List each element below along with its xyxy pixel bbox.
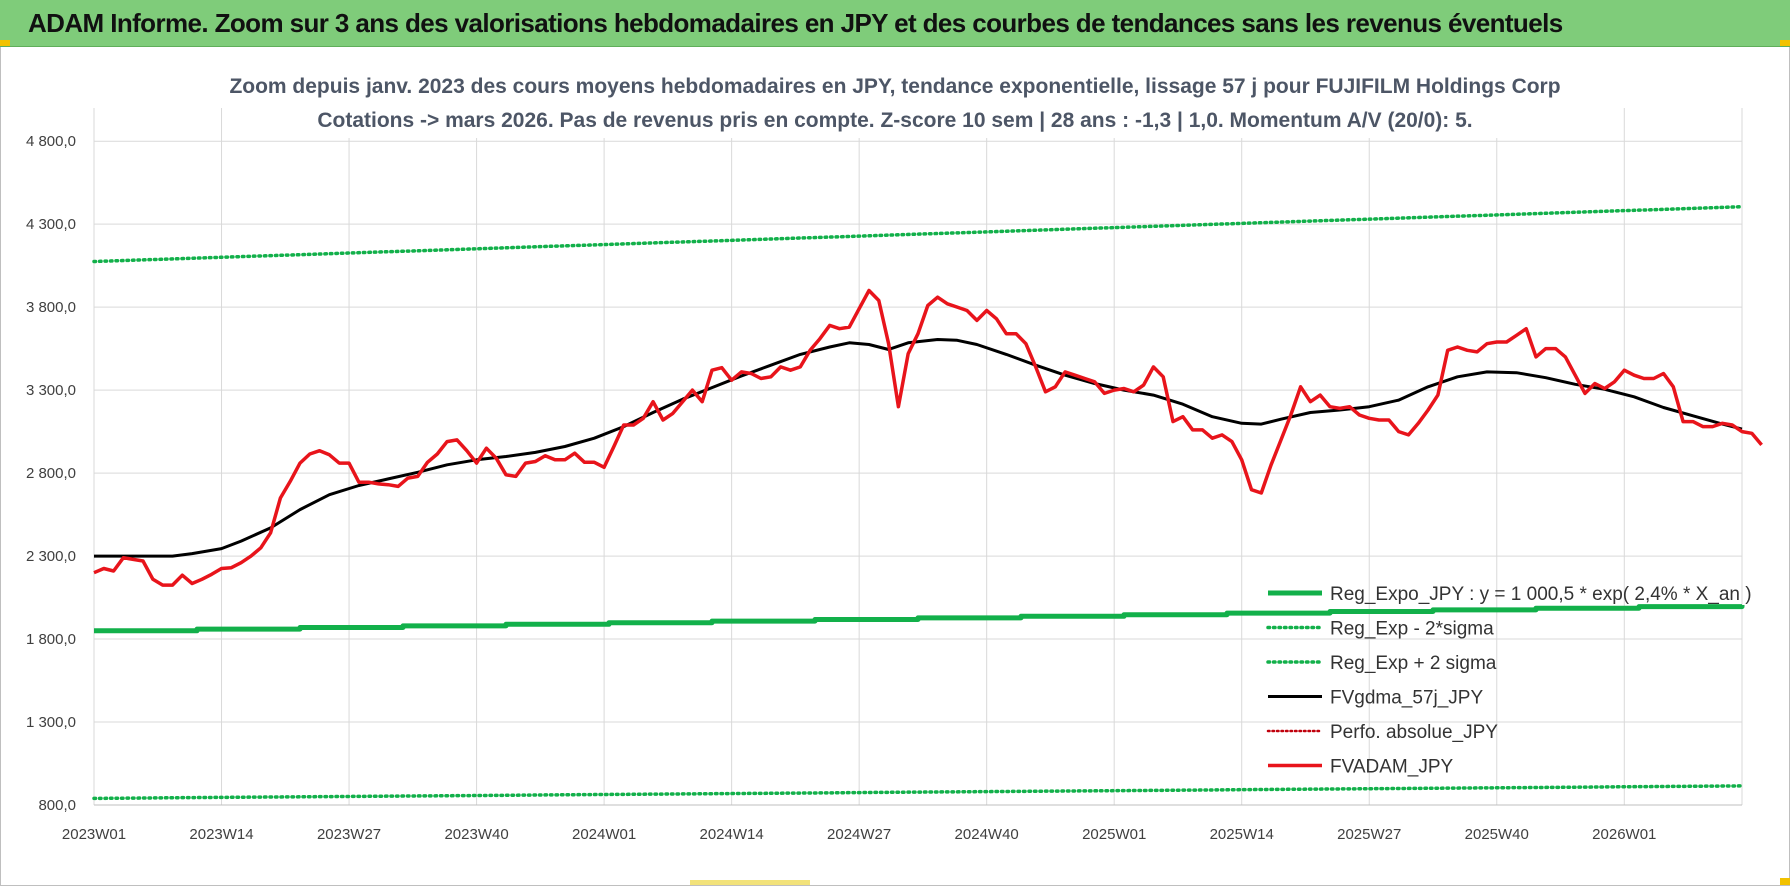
chart-title-line1: Zoom depuis janv. 2023 des cours moyens … bbox=[229, 75, 1560, 98]
legend-label: FVgdma_57j_JPY bbox=[1330, 688, 1483, 709]
x-tick-label: 2024W27 bbox=[827, 826, 891, 843]
legend-label: Reg_Exp - 2*sigma bbox=[1330, 619, 1494, 640]
banner-accent-right bbox=[1780, 40, 1790, 46]
chart-title-background bbox=[260, 68, 1530, 138]
series-layer bbox=[92, 204, 1763, 801]
legend-label: Perfo. absolue_JPY bbox=[1330, 722, 1498, 743]
y-tick-label: 2 800,0 bbox=[26, 465, 76, 482]
x-tick-label: 2025W14 bbox=[1210, 826, 1274, 843]
y-tick-label: 1 800,0 bbox=[26, 631, 76, 648]
banner-accent-left bbox=[0, 40, 10, 46]
series-line-reg-expo-jpy-0 bbox=[94, 604, 1745, 634]
legend: Reg_Expo_JPY : y = 1 000,5 * exp( 2,4% *… bbox=[1266, 584, 1752, 778]
x-tick-label: 2026W01 bbox=[1592, 826, 1656, 843]
grid-lines bbox=[93, 108, 1743, 806]
series-line-reg-exp-1 bbox=[92, 784, 1744, 801]
legend-label: Reg_Exp + 2 sigma bbox=[1330, 653, 1497, 674]
series-line-reg-exp-2 bbox=[92, 204, 1744, 264]
y-tick-label: 4 300,0 bbox=[26, 216, 76, 233]
axis-labels: 800,0 1 300,0 1 800,0 2 300,0 2 800,0 3 300,0… bbox=[26, 133, 1656, 843]
report-title: ADAM Informe. Zoom sur 3 ans des valoris… bbox=[28, 8, 1563, 38]
x-tick-label: 2024W14 bbox=[700, 826, 764, 843]
x-tick-label: 2023W14 bbox=[189, 826, 253, 843]
chart-title-line2: Cotations -> mars 2026. Pas de revenus p… bbox=[317, 109, 1472, 132]
y-tick-label: 1 300,0 bbox=[26, 714, 76, 731]
series-line-fvgdma-57j-jpy-3 bbox=[94, 338, 1743, 558]
series-line-fvadam-jpy-5 bbox=[93, 288, 1763, 587]
report-banner: ADAM Informe. Zoom sur 3 ans des valoris… bbox=[0, 0, 1790, 47]
y-tick-label: 800,0 bbox=[38, 797, 76, 814]
y-tick-label: 3 300,0 bbox=[26, 382, 76, 399]
bottom-accent-right bbox=[1780, 878, 1790, 885]
y-tick-label: 4 800,0 bbox=[26, 133, 76, 150]
x-tick-label: 2024W01 bbox=[572, 826, 636, 843]
legend-label: Reg_Expo_JPY : y = 1 000,5 * exp( 2,4% *… bbox=[1330, 584, 1752, 605]
y-tick-label: 3 800,0 bbox=[26, 299, 76, 316]
x-tick-label: 2023W27 bbox=[317, 826, 381, 843]
x-tick-label: 2023W01 bbox=[62, 826, 126, 843]
x-tick-label: 2025W40 bbox=[1465, 826, 1529, 843]
x-tick-label: 2025W27 bbox=[1337, 826, 1401, 843]
x-tick-label: 2023W40 bbox=[444, 826, 508, 843]
x-tick-label: 2025W01 bbox=[1082, 826, 1146, 843]
y-tick-label: 2 300,0 bbox=[26, 548, 76, 565]
legend-label: FVADAM_JPY bbox=[1330, 757, 1454, 778]
bottom-accent bbox=[690, 880, 810, 885]
x-tick-label: 2024W40 bbox=[955, 826, 1019, 843]
